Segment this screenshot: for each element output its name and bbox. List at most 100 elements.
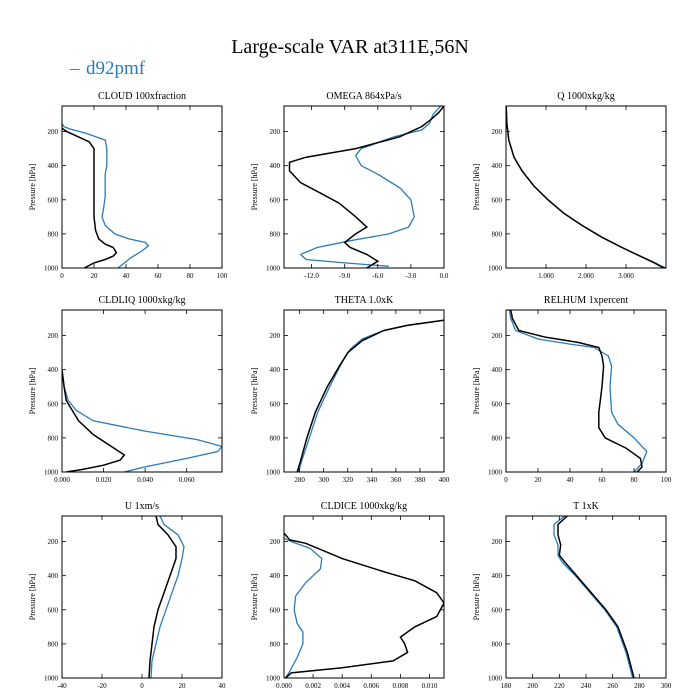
series-line-reference — [506, 106, 666, 268]
x-tick-label: 0.040 — [137, 476, 153, 484]
panel-title: RELHUM 1xpercent — [544, 295, 628, 306]
y-tick-label: 600 — [270, 606, 281, 614]
y-tick-label: 600 — [270, 196, 281, 204]
y-tick-label: 800 — [492, 640, 503, 648]
y-tick-label: 200 — [270, 128, 281, 136]
x-tick-label: 280 — [634, 682, 645, 690]
panel-8: CLDICE 1000xkg/kg Pressure [hPa] 0.000 0.00… — [250, 501, 445, 690]
y-tick-label: 200 — [270, 538, 281, 546]
panel-9: T 1xK Pressure [hPa] 180 200 220 240 260 280 300… — [472, 501, 672, 690]
x-tick-label: 0 — [60, 272, 64, 280]
x-tick-label: 0.010 — [422, 682, 438, 690]
series-line-d92pmf — [299, 106, 442, 267]
x-tick-label: 0.0 — [440, 272, 449, 280]
x-tick-label: 360 — [391, 476, 402, 484]
y-tick-label: 800 — [270, 640, 281, 648]
y-axis-label: Pressure [hPa] — [472, 367, 481, 414]
legend-label: d92pmf — [86, 58, 146, 79]
y-tick-label: 400 — [492, 572, 503, 580]
figure-title: Large-scale VAR at311E,56N — [231, 36, 469, 58]
series-line-d92pmf — [150, 516, 185, 678]
y-axis-label: Pressure [hPa] — [28, 163, 37, 210]
panel-title: THETA 1.0xK — [335, 295, 394, 306]
panel-title: CLDICE 1000xkg/kg — [321, 501, 407, 512]
x-tick-label: 0.006 — [363, 682, 379, 690]
series-line-reference — [284, 532, 444, 678]
plot-frame — [505, 515, 667, 679]
y-axis-label: Pressure [hPa] — [28, 367, 37, 414]
panel-title: T 1xK — [573, 501, 599, 512]
series-line-d92pmf — [62, 122, 150, 268]
y-tick-label: 1000 — [266, 675, 281, 683]
series-line-d92pmf — [62, 369, 222, 472]
series-line-reference — [62, 369, 126, 472]
plot-frame — [61, 515, 223, 679]
x-tick-label: 240 — [581, 682, 592, 690]
panel-1: CLOUD 100xfraction Pressure [hPa] 0 20 40 60 8… — [28, 91, 228, 280]
y-tick-label: 800 — [270, 434, 281, 442]
y-tick-label: 600 — [48, 606, 59, 614]
x-tick-label: 380 — [415, 476, 426, 484]
series-line-d92pmf — [553, 516, 634, 678]
plot-frame — [61, 105, 223, 269]
x-tick-label: 40 — [219, 682, 227, 690]
x-tick-label: -40 — [57, 682, 67, 690]
x-tick-label: -9.0 — [339, 272, 351, 280]
y-tick-label: 200 — [270, 332, 281, 340]
x-tick-label: 0.000 — [54, 476, 70, 484]
x-tick-label: 0.020 — [96, 476, 112, 484]
y-tick-label: 200 — [48, 128, 59, 136]
y-tick-label: 1000 — [488, 265, 503, 273]
y-tick-label: 1000 — [266, 469, 281, 477]
panel-5: THETA 1.0xK Pressure [hPa] 280 300 320 340 360… — [250, 295, 450, 484]
plot-frame — [283, 515, 445, 679]
plot-frame — [505, 309, 667, 473]
y-tick-label: 400 — [492, 162, 503, 170]
x-tick-label: -3.0 — [405, 272, 417, 280]
x-tick-label: 400 — [439, 476, 450, 484]
x-tick-label: 0.000 — [276, 682, 292, 690]
y-axis-label: Pressure [hPa] — [250, 163, 259, 210]
y-tick-label: 800 — [48, 230, 59, 238]
x-tick-label: 340 — [367, 476, 378, 484]
y-axis-label: Pressure [hPa] — [472, 163, 481, 210]
x-tick-label: 100 — [661, 476, 672, 484]
legend-dash: – — [69, 58, 80, 79]
y-tick-label: 1000 — [44, 469, 59, 477]
series-line-reference — [296, 319, 444, 472]
panel-4: CLDLIQ 1000xkg/kg Pressure [hPa] 0.000 0.02… — [28, 295, 223, 484]
x-tick-label: -20 — [97, 682, 107, 690]
plot-frame — [505, 105, 667, 269]
panel-7: U 1xm/s Pressure [hPa] -40 -20 0 20 40 200 400 60… — [28, 501, 226, 690]
panel-title: CLOUD 100xfraction — [98, 91, 186, 102]
y-tick-label: 200 — [48, 332, 59, 340]
legend: – d92pmf — [69, 58, 146, 79]
panel-3: Q 1000xkg/kg Pressure [hPa] 1.000 2.000 3.00… — [472, 91, 667, 280]
x-tick-label: 280 — [294, 476, 305, 484]
y-tick-label: 1000 — [266, 265, 281, 273]
series-line-reference — [288, 106, 444, 268]
x-tick-label: -6.0 — [372, 272, 384, 280]
y-tick-label: 800 — [492, 230, 503, 238]
y-tick-label: 400 — [48, 162, 59, 170]
y-tick-label: 1000 — [488, 675, 503, 683]
series-line-reference — [510, 310, 643, 472]
x-tick-label: 20 — [91, 272, 99, 280]
x-tick-label: 20 — [535, 476, 543, 484]
panel-title: CLDLIQ 1000xkg/kg — [99, 295, 186, 306]
y-tick-label: 400 — [270, 162, 281, 170]
x-tick-label: 80 — [187, 272, 195, 280]
y-tick-label: 200 — [492, 538, 503, 546]
x-tick-label: 40 — [567, 476, 575, 484]
y-axis-label: Pressure [hPa] — [28, 573, 37, 620]
panel-title: OMEGA 864xPa/s — [326, 91, 401, 102]
x-tick-label: 0.060 — [179, 476, 195, 484]
x-tick-label: 60 — [599, 476, 607, 484]
y-tick-label: 800 — [492, 434, 503, 442]
plot-frame — [283, 309, 445, 473]
x-tick-label: 0 — [504, 476, 508, 484]
x-tick-label: 180 — [501, 682, 512, 690]
x-tick-label: 2.000 — [578, 272, 594, 280]
y-tick-label: 400 — [48, 572, 59, 580]
x-tick-label: 100 — [217, 272, 228, 280]
